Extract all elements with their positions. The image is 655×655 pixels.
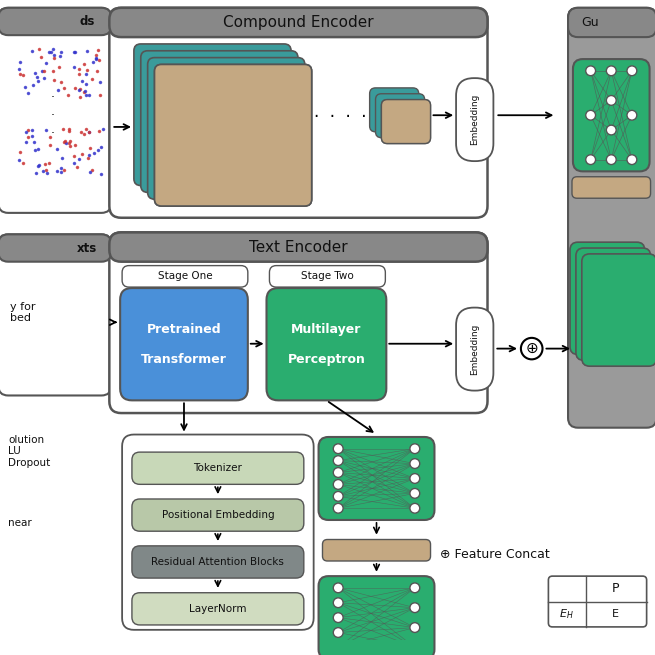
- Text: Stage Two: Stage Two: [301, 271, 354, 282]
- FancyBboxPatch shape: [109, 8, 487, 37]
- Text: P: P: [612, 582, 619, 595]
- Circle shape: [586, 66, 595, 76]
- FancyBboxPatch shape: [132, 546, 304, 578]
- FancyBboxPatch shape: [0, 8, 111, 213]
- FancyBboxPatch shape: [381, 100, 430, 143]
- Circle shape: [607, 125, 616, 135]
- Text: Tokenizer: Tokenizer: [193, 463, 242, 473]
- Circle shape: [521, 338, 542, 360]
- Text: olution
LU
Dropout: olution LU Dropout: [8, 434, 50, 468]
- FancyBboxPatch shape: [369, 88, 419, 132]
- Circle shape: [333, 479, 343, 489]
- FancyBboxPatch shape: [568, 8, 655, 428]
- FancyBboxPatch shape: [155, 64, 312, 206]
- FancyBboxPatch shape: [568, 8, 655, 37]
- FancyBboxPatch shape: [120, 288, 248, 400]
- FancyBboxPatch shape: [375, 94, 424, 138]
- Circle shape: [627, 110, 637, 120]
- Circle shape: [410, 583, 420, 593]
- Circle shape: [333, 643, 343, 652]
- Circle shape: [333, 598, 343, 608]
- Text: ·
·
·: · · ·: [51, 91, 55, 140]
- Circle shape: [410, 458, 420, 468]
- Text: Residual Attention Blocks: Residual Attention Blocks: [151, 557, 284, 567]
- Circle shape: [410, 489, 420, 498]
- FancyBboxPatch shape: [132, 499, 304, 531]
- Circle shape: [627, 66, 637, 76]
- Circle shape: [607, 155, 616, 164]
- FancyBboxPatch shape: [582, 254, 655, 366]
- Text: ds: ds: [79, 15, 94, 28]
- FancyBboxPatch shape: [155, 64, 312, 206]
- Text: Gu: Gu: [581, 16, 599, 29]
- FancyBboxPatch shape: [122, 434, 314, 630]
- FancyBboxPatch shape: [573, 59, 650, 172]
- Circle shape: [333, 504, 343, 513]
- FancyBboxPatch shape: [0, 234, 111, 262]
- Circle shape: [627, 155, 637, 164]
- FancyBboxPatch shape: [381, 100, 430, 143]
- Text: near: near: [8, 517, 32, 527]
- FancyBboxPatch shape: [456, 308, 493, 390]
- Circle shape: [410, 603, 420, 612]
- FancyBboxPatch shape: [322, 540, 430, 561]
- FancyBboxPatch shape: [318, 576, 434, 655]
- Circle shape: [333, 627, 343, 637]
- Text: Compound Encoder: Compound Encoder: [223, 15, 374, 30]
- Circle shape: [586, 110, 595, 120]
- Text: xts: xts: [77, 242, 97, 255]
- Circle shape: [333, 444, 343, 453]
- Text: ⊕ Feature Concat: ⊕ Feature Concat: [440, 548, 550, 561]
- Text: Stage One: Stage One: [158, 271, 212, 282]
- Text: Multilayer

Perceptron: Multilayer Perceptron: [288, 323, 365, 366]
- Circle shape: [586, 155, 595, 164]
- FancyBboxPatch shape: [570, 242, 645, 354]
- Circle shape: [410, 504, 420, 513]
- Text: $E_H$: $E_H$: [559, 607, 573, 621]
- FancyBboxPatch shape: [0, 234, 111, 396]
- FancyBboxPatch shape: [109, 233, 487, 262]
- FancyBboxPatch shape: [109, 233, 487, 413]
- FancyBboxPatch shape: [109, 8, 487, 217]
- Text: Text Encoder: Text Encoder: [249, 240, 348, 255]
- Text: Embedding: Embedding: [470, 94, 479, 145]
- Circle shape: [333, 491, 343, 501]
- Circle shape: [333, 456, 343, 466]
- Circle shape: [333, 583, 343, 593]
- Text: LayerNorm: LayerNorm: [189, 604, 247, 614]
- Circle shape: [410, 474, 420, 483]
- Text: E: E: [612, 609, 619, 619]
- Text: Positional Embedding: Positional Embedding: [162, 510, 274, 520]
- FancyBboxPatch shape: [0, 8, 111, 35]
- FancyBboxPatch shape: [132, 452, 304, 484]
- Text: Embedding: Embedding: [470, 324, 479, 375]
- FancyBboxPatch shape: [548, 576, 646, 627]
- FancyBboxPatch shape: [318, 437, 434, 520]
- Circle shape: [410, 444, 420, 453]
- Text: y for
bed: y for bed: [10, 302, 35, 324]
- FancyBboxPatch shape: [141, 51, 298, 193]
- Text: Pretrained

Transformer: Pretrained Transformer: [141, 323, 227, 366]
- Circle shape: [607, 96, 616, 105]
- Circle shape: [607, 66, 616, 76]
- Text: ·  ·  ·  ·: · · · ·: [314, 108, 366, 126]
- FancyBboxPatch shape: [134, 44, 291, 185]
- Text: ⊕: ⊕: [525, 341, 538, 356]
- FancyBboxPatch shape: [132, 593, 304, 625]
- FancyBboxPatch shape: [122, 266, 248, 287]
- FancyBboxPatch shape: [576, 248, 650, 360]
- FancyBboxPatch shape: [267, 288, 386, 400]
- Circle shape: [333, 612, 343, 622]
- Circle shape: [333, 468, 343, 477]
- FancyBboxPatch shape: [147, 58, 305, 199]
- Circle shape: [410, 623, 420, 633]
- FancyBboxPatch shape: [456, 78, 493, 161]
- FancyBboxPatch shape: [572, 177, 650, 198]
- FancyBboxPatch shape: [269, 266, 385, 287]
- Circle shape: [410, 643, 420, 652]
